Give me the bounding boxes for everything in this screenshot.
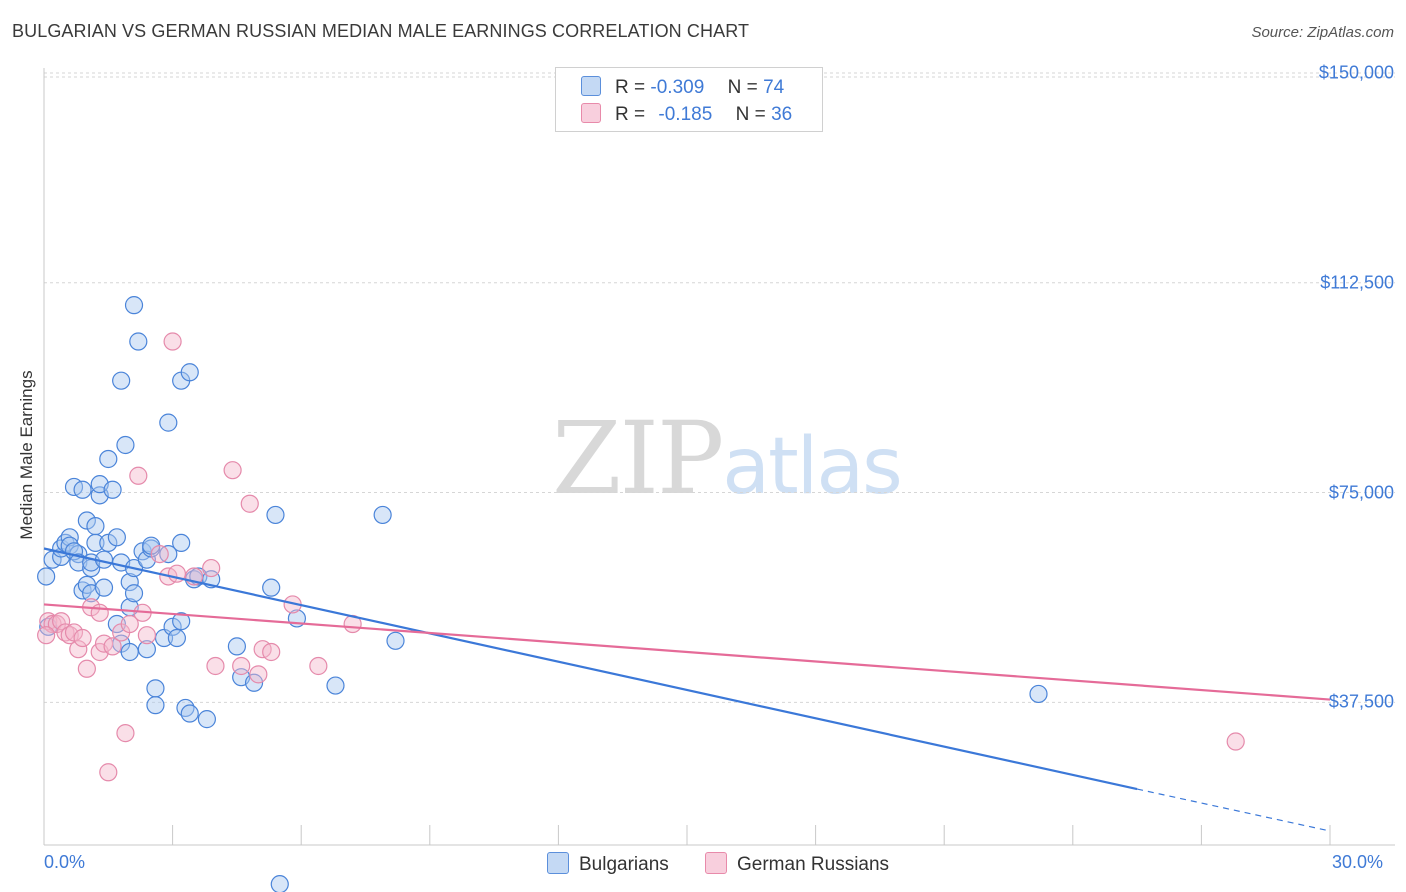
data-point	[77, 659, 96, 678]
legend-row-german-russians: R = -0.185 N = 36	[581, 103, 792, 125]
data-point	[37, 567, 56, 586]
x-tick-label-min: 0.0%	[44, 852, 86, 872]
data-point	[1029, 684, 1048, 704]
data-point	[86, 517, 105, 536]
data-point	[120, 642, 139, 662]
trend-line-german-russians	[43, 603, 1331, 701]
data-point	[129, 332, 148, 351]
data-point	[99, 449, 118, 469]
data-point	[129, 466, 148, 485]
data-point	[99, 763, 118, 782]
data-point	[124, 296, 144, 315]
data-point	[73, 480, 92, 499]
data-point	[37, 626, 56, 645]
y-tick-label: $75,000	[1328, 482, 1394, 503]
watermark-zip: ZIP	[552, 400, 724, 517]
data-point	[103, 637, 122, 656]
y-tick-label: $37,500	[1328, 691, 1394, 712]
trend-line-bulgarians	[43, 547, 1138, 791]
legend-r-value: -0.185	[658, 104, 713, 125]
data-point	[146, 679, 165, 698]
data-point	[180, 363, 199, 382]
chart-title: BULGARIAN VS GERMAN RUSSIAN MEDIAN MALE …	[12, 21, 750, 41]
legend: R = -0.309 N = 74 R = -0.185 N = 36	[555, 67, 823, 132]
data-point	[52, 612, 71, 631]
data-point	[112, 371, 131, 390]
bottom-swatch-pink	[705, 852, 727, 874]
data-point	[159, 413, 178, 432]
data-point	[172, 612, 191, 631]
watermark: ZIPatlas	[552, 400, 903, 517]
data-point	[1226, 732, 1245, 751]
data-point	[232, 656, 251, 676]
data-point	[90, 603, 109, 622]
data-point	[163, 332, 182, 351]
legend-r-label: R =	[615, 77, 646, 98]
gridlines	[44, 72, 1395, 703]
axes	[43, 68, 1395, 846]
data-point	[86, 533, 105, 553]
data-point	[120, 572, 139, 592]
bottom-legend: Bulgarians German Russians	[0, 852, 1406, 878]
trend-lines	[43, 547, 1331, 832]
bottom-legend-label: Bulgarians	[579, 854, 669, 875]
x-tick-label-max: 30.0%	[1332, 852, 1384, 872]
legend-r-label: R =	[615, 104, 646, 125]
data-point	[137, 626, 156, 645]
data-point	[240, 494, 259, 513]
data-point	[244, 673, 264, 692]
legend-r-value: -0.309	[650, 77, 705, 98]
data-point	[124, 584, 144, 603]
legend-n-label: N =	[727, 77, 758, 98]
data-point	[69, 640, 88, 659]
legend-n-value: 36	[771, 104, 793, 125]
data-point	[120, 614, 139, 634]
series-german-russians	[37, 332, 1245, 782]
bottom-legend-bulgarians[interactable]: Bulgarians	[547, 852, 669, 876]
data-point	[73, 628, 92, 648]
y-axis-label: Median Male Earnings	[17, 370, 36, 540]
data-point	[150, 544, 169, 564]
data-point	[373, 505, 392, 525]
data-point	[180, 704, 199, 723]
data-point	[197, 710, 216, 729]
data-point	[202, 558, 221, 578]
y-tick-label: $112,500	[1320, 272, 1394, 293]
data-point	[107, 614, 126, 634]
y-tick-label: $150,000	[1318, 62, 1394, 83]
data-point	[266, 505, 285, 525]
data-point	[107, 528, 126, 547]
data-point	[326, 676, 345, 695]
trend-line-bulgarians-extension	[1136, 788, 1331, 832]
data-point	[172, 533, 191, 553]
data-point	[94, 578, 114, 597]
legend-n-value: 74	[763, 77, 785, 98]
series-bulgarians	[37, 296, 1048, 892]
data-point	[249, 665, 268, 684]
bottom-legend-label: German Russians	[737, 854, 890, 875]
data-point	[309, 656, 328, 676]
data-point	[227, 637, 246, 656]
bottom-swatch-blue	[547, 852, 569, 874]
data-point	[103, 480, 122, 499]
data-point	[146, 696, 165, 715]
legend-swatch-blue	[581, 76, 601, 96]
data-point	[167, 628, 186, 648]
data-point	[262, 578, 281, 597]
legend-n-label: N =	[735, 104, 766, 125]
bottom-legend-german-russians[interactable]: German Russians	[705, 852, 889, 876]
watermark-atlas: atlas	[722, 422, 902, 512]
data-point	[137, 640, 156, 659]
legend-swatch-pink	[581, 103, 601, 123]
data-point	[262, 642, 281, 662]
data-point	[386, 631, 405, 650]
data-point	[270, 875, 289, 892]
legend-row-bulgarians: R = -0.309 N = 74	[581, 76, 784, 98]
data-point	[223, 461, 242, 480]
data-point	[116, 435, 135, 455]
source-label: Source: ZipAtlas.com	[1251, 24, 1394, 41]
data-point	[116, 724, 135, 743]
data-point	[206, 656, 225, 676]
